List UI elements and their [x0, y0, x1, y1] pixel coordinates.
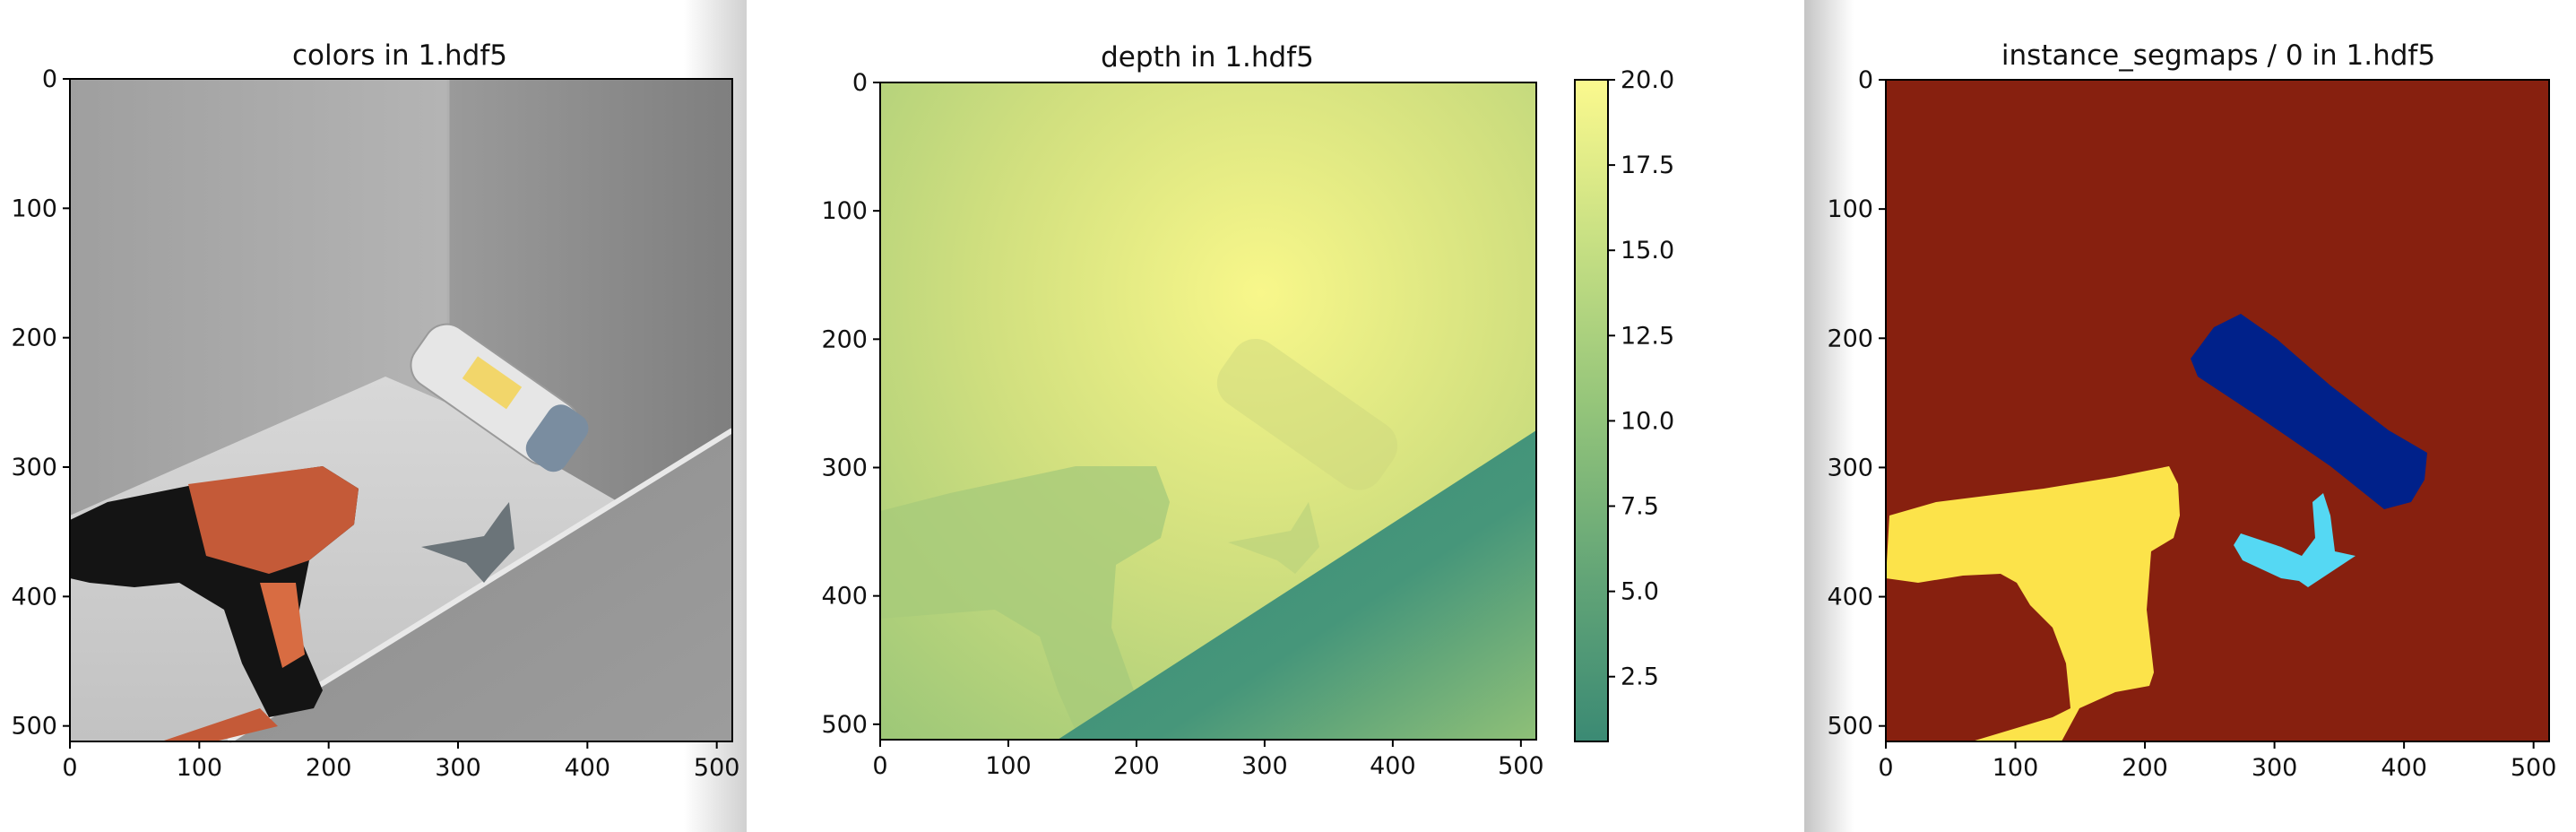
seg-bottle-region — [2191, 314, 2427, 509]
y-tick-label: 300 — [11, 454, 57, 481]
y-tick-label: 0 — [1858, 66, 1873, 94]
seg-drill-region — [1886, 466, 2180, 741]
seg-clamp-region — [2234, 493, 2356, 587]
y-tick-label: 200 — [1827, 325, 1873, 352]
x-tick-label: 100 — [985, 752, 1032, 780]
x-tick-label: 100 — [177, 754, 223, 782]
colorbar-tick-label: 15.0 — [1621, 237, 1674, 264]
x-tick-label: 400 — [1370, 752, 1416, 780]
x-tick-label: 200 — [1113, 752, 1160, 780]
window-edge-shadow — [1804, 0, 1854, 832]
depth-colorbar: 2.5 5.0 7.5 10.0 12.5 15.0 17.5 20.0 — [1574, 66, 1674, 742]
x-tick-label: 500 — [2511, 754, 2557, 782]
y-tick-label: 300 — [821, 454, 868, 481]
colorbar-ticks: 2.5 5.0 7.5 10.0 12.5 15.0 17.5 20.0 — [1608, 66, 1674, 691]
y-tick-label: 500 — [821, 711, 868, 739]
y-tick-label: 500 — [11, 713, 57, 741]
seg-background-region — [1886, 80, 2549, 741]
y-tick-label: 200 — [821, 325, 868, 353]
colorbar-tick-label: 7.5 — [1621, 493, 1659, 521]
y-tick-label: 400 — [11, 583, 57, 611]
y-tick-label: 0 — [852, 69, 868, 97]
colorbar-tick-label: 10.0 — [1621, 407, 1674, 435]
colors-axes-frame — [69, 78, 733, 742]
y-tick-label: 100 — [11, 195, 57, 222]
x-tick-label: 400 — [2381, 754, 2427, 782]
y-tick-label: 0 — [42, 65, 57, 93]
y-tick-label: 400 — [1827, 584, 1873, 611]
colors-image — [70, 79, 734, 744]
depth-image — [880, 82, 1536, 740]
colorbar-gradient — [1574, 79, 1609, 742]
x-tick-label: 300 — [2252, 754, 2298, 782]
segmentation-axes-frame — [1885, 79, 2550, 742]
x-tick-label: 200 — [2122, 754, 2168, 782]
x-tick-label: 500 — [694, 754, 740, 782]
y-tick-label: 200 — [11, 325, 57, 352]
colors-panel: colors in 1.hdf5 — [11, 39, 739, 782]
x-tick-label: 300 — [435, 754, 481, 782]
x-tick-label: 300 — [1241, 752, 1288, 780]
segmentation-panel: instance_segmaps / 0 in 1.hdf5 0 100 200 30… — [1827, 39, 2556, 782]
colorbar-tick-label: 12.5 — [1621, 322, 1674, 350]
y-tick-label: 400 — [821, 583, 868, 611]
y-tick-label: 100 — [821, 197, 868, 225]
colorbar-tick-label: 20.0 — [1621, 66, 1674, 94]
depth-axes-frame — [879, 82, 1537, 741]
colorbar-tick-label: 2.5 — [1621, 663, 1659, 691]
panel-title-depth: depth in 1.hdf5 — [1101, 41, 1314, 74]
x-tick-label: 400 — [565, 754, 611, 782]
panel-title-colors: colors in 1.hdf5 — [292, 39, 507, 72]
y-tick-label: 100 — [1827, 195, 1873, 223]
x-tick-label: 500 — [1498, 752, 1544, 780]
y-tick-label: 300 — [1827, 454, 1873, 481]
colorbar-tick-label: 17.5 — [1621, 152, 1674, 179]
segmentation-image — [1886, 80, 2549, 741]
colorbar-tick-label: 5.0 — [1621, 578, 1659, 606]
x-tick-label: 100 — [1993, 754, 2039, 782]
y-tick-label: 500 — [1827, 713, 1873, 741]
depth-panel: depth in 1.hdf5 0 100 200 300 400 50001002003… — [821, 41, 1674, 780]
x-tick-label: 0 — [1878, 754, 1893, 782]
panel-title-segmentation: instance_segmaps / 0 in 1.hdf5 — [2001, 39, 2435, 72]
x-tick-label: 200 — [306, 754, 352, 782]
x-tick-label: 0 — [872, 752, 887, 780]
x-tick-label: 0 — [62, 754, 77, 782]
